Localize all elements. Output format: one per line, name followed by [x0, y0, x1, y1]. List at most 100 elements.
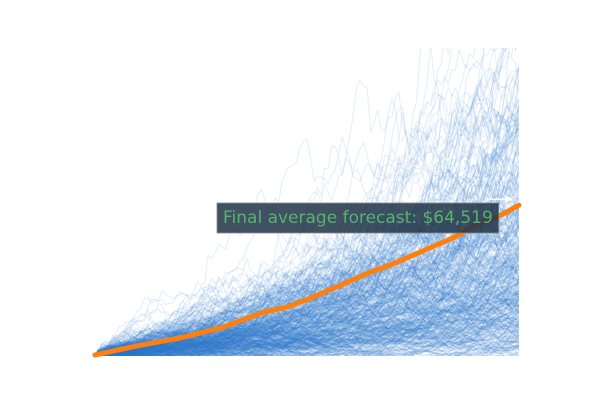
- simulation-path: [95, 259, 519, 356]
- simulation-path: [95, 201, 519, 356]
- simulation-path: [95, 288, 519, 356]
- simulation-path: [95, 331, 519, 356]
- simulation-path: [95, 213, 519, 356]
- simulation-path: [95, 271, 519, 356]
- simulation-path: [95, 289, 519, 356]
- simulation-path: [95, 288, 519, 356]
- simulation-path: [95, 326, 519, 356]
- simulation-path: [95, 147, 519, 356]
- simulation-path: [95, 202, 519, 356]
- simulation-path: [95, 127, 519, 356]
- simulation-path: [95, 264, 519, 356]
- simulation-path: [95, 253, 519, 356]
- average-forecast-layer: [92, 202, 522, 358]
- simulation-path: [95, 333, 519, 356]
- simulation-path: [95, 291, 519, 356]
- simulation-path: [95, 329, 519, 356]
- simulation-path: [95, 71, 519, 356]
- simulation-path: [95, 346, 519, 356]
- simulation-path: [95, 305, 519, 356]
- simulation-path: [95, 120, 519, 356]
- simulation-path: [95, 345, 519, 356]
- simulation-path: [95, 227, 519, 356]
- simulation-path: [95, 177, 519, 356]
- simulation-path: [95, 275, 519, 356]
- simulation-path: [95, 317, 519, 356]
- simulation-path: [95, 297, 519, 356]
- simulation-path: [95, 233, 519, 356]
- simulation-path: [95, 288, 519, 356]
- simulation-path: [95, 232, 519, 356]
- simulation-path: [95, 277, 519, 356]
- simulation-path: [95, 290, 519, 356]
- simulation-path: [95, 323, 519, 356]
- simulation-path: [95, 318, 519, 356]
- simulation-path: [95, 273, 519, 356]
- simulation-path: [95, 290, 519, 356]
- simulation-path: [95, 287, 519, 356]
- simulation-path: [95, 330, 519, 356]
- simulation-path: [95, 250, 519, 356]
- simulation-path: [95, 333, 519, 356]
- annotation-text: Final average forecast: $64,519: [223, 208, 493, 228]
- simulation-path: [95, 327, 519, 356]
- simulation-path: [95, 344, 519, 356]
- simulation-path: [95, 312, 519, 356]
- simulation-path: [95, 288, 519, 356]
- simulation-path: [95, 271, 519, 356]
- simulation-path: [95, 285, 519, 356]
- simulation-path: [95, 331, 519, 356]
- simulation-path: [95, 314, 519, 356]
- simulation-path: [95, 316, 519, 356]
- simulation-path: [95, 295, 519, 356]
- simulation-path: [95, 277, 519, 356]
- annotation-arrowhead: [505, 195, 513, 204]
- simulation-path: [95, 239, 519, 356]
- simulation-path: [95, 298, 519, 356]
- simulation-path: [95, 279, 519, 356]
- simulation-path: [95, 221, 519, 356]
- simulation-path: [95, 182, 519, 356]
- simulation-path: [95, 241, 519, 356]
- simulation-path: [95, 210, 519, 356]
- simulation-path: [95, 340, 340, 356]
- simulation-path: [95, 256, 519, 356]
- simulation-path: [95, 141, 519, 356]
- simulation-path: [95, 292, 519, 356]
- simulation-path: [95, 247, 519, 356]
- simulation-path: [95, 270, 519, 356]
- simulation-path: [95, 217, 519, 356]
- simulation-path: [95, 276, 519, 356]
- simulation-path: [95, 291, 519, 356]
- simulation-path: [95, 320, 519, 356]
- simulation-path: [95, 205, 519, 356]
- simulation-path: [95, 312, 519, 356]
- simulation-path: [95, 183, 519, 356]
- simulation-path: [95, 312, 519, 356]
- simulation-path: [95, 237, 519, 356]
- simulation-path: [95, 265, 519, 356]
- simulation-path: [95, 210, 519, 356]
- simulation-path: [95, 337, 519, 356]
- simulation-path: [95, 294, 519, 356]
- simulation-path: [95, 338, 505, 356]
- simulation-path: [95, 299, 519, 356]
- simulation-path: [95, 298, 519, 356]
- simulation-path: [95, 322, 519, 356]
- simulation-path: [95, 297, 519, 356]
- simulation-path: [95, 245, 519, 356]
- simulation-path: [95, 324, 519, 356]
- simulation-path: [95, 334, 519, 356]
- simulation-path: [95, 314, 519, 356]
- simulation-path: [95, 306, 519, 356]
- simulation-path: [95, 67, 519, 356]
- simulation-path: [95, 209, 519, 356]
- simulation-path: [95, 273, 519, 356]
- simulation-path: [95, 225, 519, 356]
- simulation-path: [95, 315, 519, 356]
- annotation-layer: Final average forecast: $64,519: [216, 195, 513, 234]
- simulation-path: [95, 290, 519, 356]
- simulation-path: [95, 264, 519, 356]
- simulation-path: [95, 194, 519, 356]
